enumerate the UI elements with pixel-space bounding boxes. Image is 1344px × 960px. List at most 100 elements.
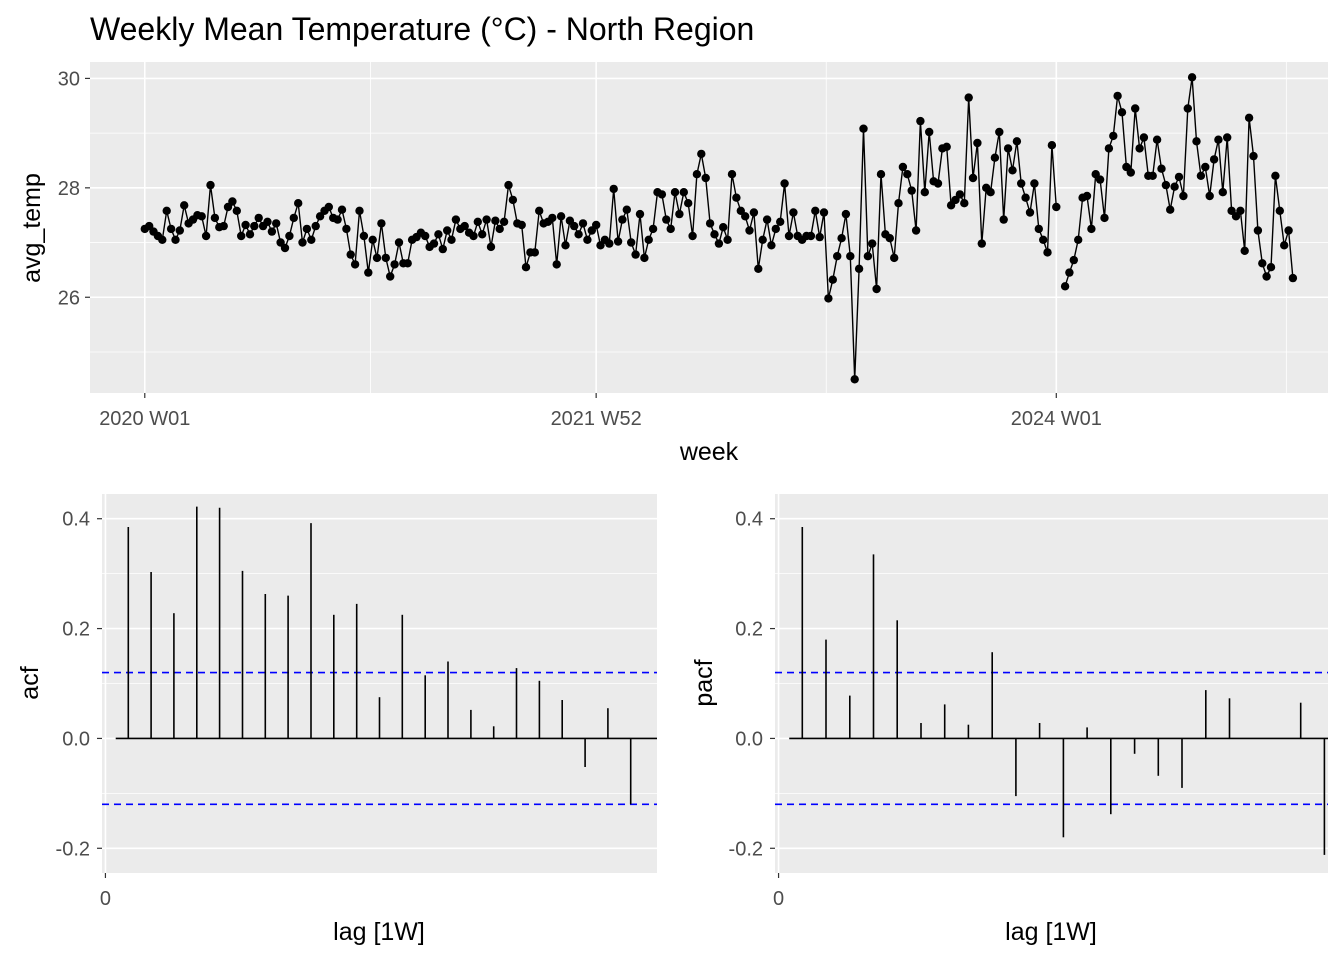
data-point [727, 170, 737, 179]
data-point [1034, 224, 1044, 234]
data-point [1253, 226, 1263, 235]
data-point [815, 232, 824, 242]
data-point [666, 224, 675, 234]
data-point [1065, 268, 1074, 277]
data-point [811, 206, 820, 215]
data-point [705, 219, 715, 228]
data-point [180, 201, 189, 210]
data-point [841, 209, 851, 219]
data-point [684, 199, 693, 208]
data-point [942, 142, 951, 151]
data-point [995, 127, 1004, 137]
data-point [372, 253, 382, 263]
data-point [1047, 141, 1057, 150]
data-point [1087, 224, 1096, 234]
y-tick-label: -0.2 [56, 838, 90, 860]
data-point [386, 272, 395, 281]
data-point [627, 238, 636, 247]
data-point [298, 238, 307, 247]
data-point [219, 221, 228, 231]
data-point [973, 138, 982, 148]
data-point [1021, 193, 1030, 202]
data-point [1060, 282, 1070, 291]
data-point [237, 231, 246, 241]
data-point [1074, 235, 1083, 244]
data-point [302, 224, 312, 234]
data-point [903, 170, 912, 179]
data-point [158, 235, 167, 244]
data-point [824, 294, 833, 303]
x-tick-label: 2020 W01 [99, 408, 190, 430]
data-point [819, 208, 829, 217]
data-point [644, 235, 653, 244]
data-point [1161, 180, 1171, 190]
data-point [1271, 171, 1280, 180]
data-point [657, 190, 667, 199]
correlation-bars [102, 506, 657, 806]
data-point [710, 230, 719, 239]
data-point [1223, 133, 1232, 142]
data-point [570, 221, 579, 231]
data-point [206, 180, 215, 190]
data-point [535, 206, 544, 215]
y-tick-label: 30 [58, 68, 80, 90]
data-point [1126, 168, 1136, 177]
data-point [232, 206, 241, 215]
data-point [438, 244, 447, 254]
data-point [635, 209, 645, 219]
data-point [491, 216, 500, 225]
y-tick-label: 28 [58, 178, 80, 200]
data-point [294, 199, 303, 208]
data-point [447, 235, 456, 244]
data-point [986, 188, 995, 197]
data-point [920, 188, 929, 197]
data-point [846, 252, 855, 261]
data-point [964, 93, 973, 102]
x-axis-ticks: 0 [773, 873, 784, 910]
data-point [359, 231, 369, 241]
data-point [578, 219, 588, 228]
data-point [272, 219, 281, 228]
data-point [250, 221, 259, 231]
data-point [1236, 206, 1245, 215]
data-point [613, 237, 623, 246]
data-point [280, 243, 290, 253]
data-point [443, 226, 452, 235]
data-point [355, 206, 364, 215]
data-point [925, 127, 934, 137]
y-tick-label: -0.2 [729, 838, 763, 860]
data-point [482, 215, 491, 224]
data-point [1244, 113, 1254, 123]
data-point [990, 153, 1000, 162]
data-point [719, 223, 728, 232]
temperature-line-chart: Weekly Mean Temperature (°C) - North Reg… [18, 11, 1328, 466]
data-point [968, 173, 978, 183]
data-point [451, 215, 461, 224]
data-point [429, 239, 439, 248]
data-point [999, 215, 1008, 224]
data-point [1262, 272, 1271, 281]
data-point [1214, 135, 1223, 144]
data-point [732, 193, 741, 202]
data-point [394, 238, 404, 247]
series-marks [140, 73, 1298, 384]
data-point [609, 184, 618, 194]
acf-chart: -0.2 0.0 0.2 0.4 0 lag [1W] acf [16, 494, 657, 946]
data-point [780, 179, 789, 188]
data-point [473, 217, 482, 226]
data-point [1100, 213, 1109, 223]
data-point [911, 226, 921, 235]
data-point [333, 215, 342, 224]
data-point [1152, 135, 1162, 144]
data-point [368, 235, 377, 244]
data-point [916, 116, 925, 126]
y-axis-ticks: -0.2 0.0 0.2 0.4 [729, 509, 775, 860]
data-point [289, 213, 298, 223]
data-point [504, 180, 513, 190]
plot-panel [90, 62, 1328, 393]
data-point [267, 227, 277, 236]
data-point [723, 235, 732, 244]
data-point [868, 239, 877, 248]
data-point [285, 231, 294, 241]
data-point [1218, 188, 1228, 197]
